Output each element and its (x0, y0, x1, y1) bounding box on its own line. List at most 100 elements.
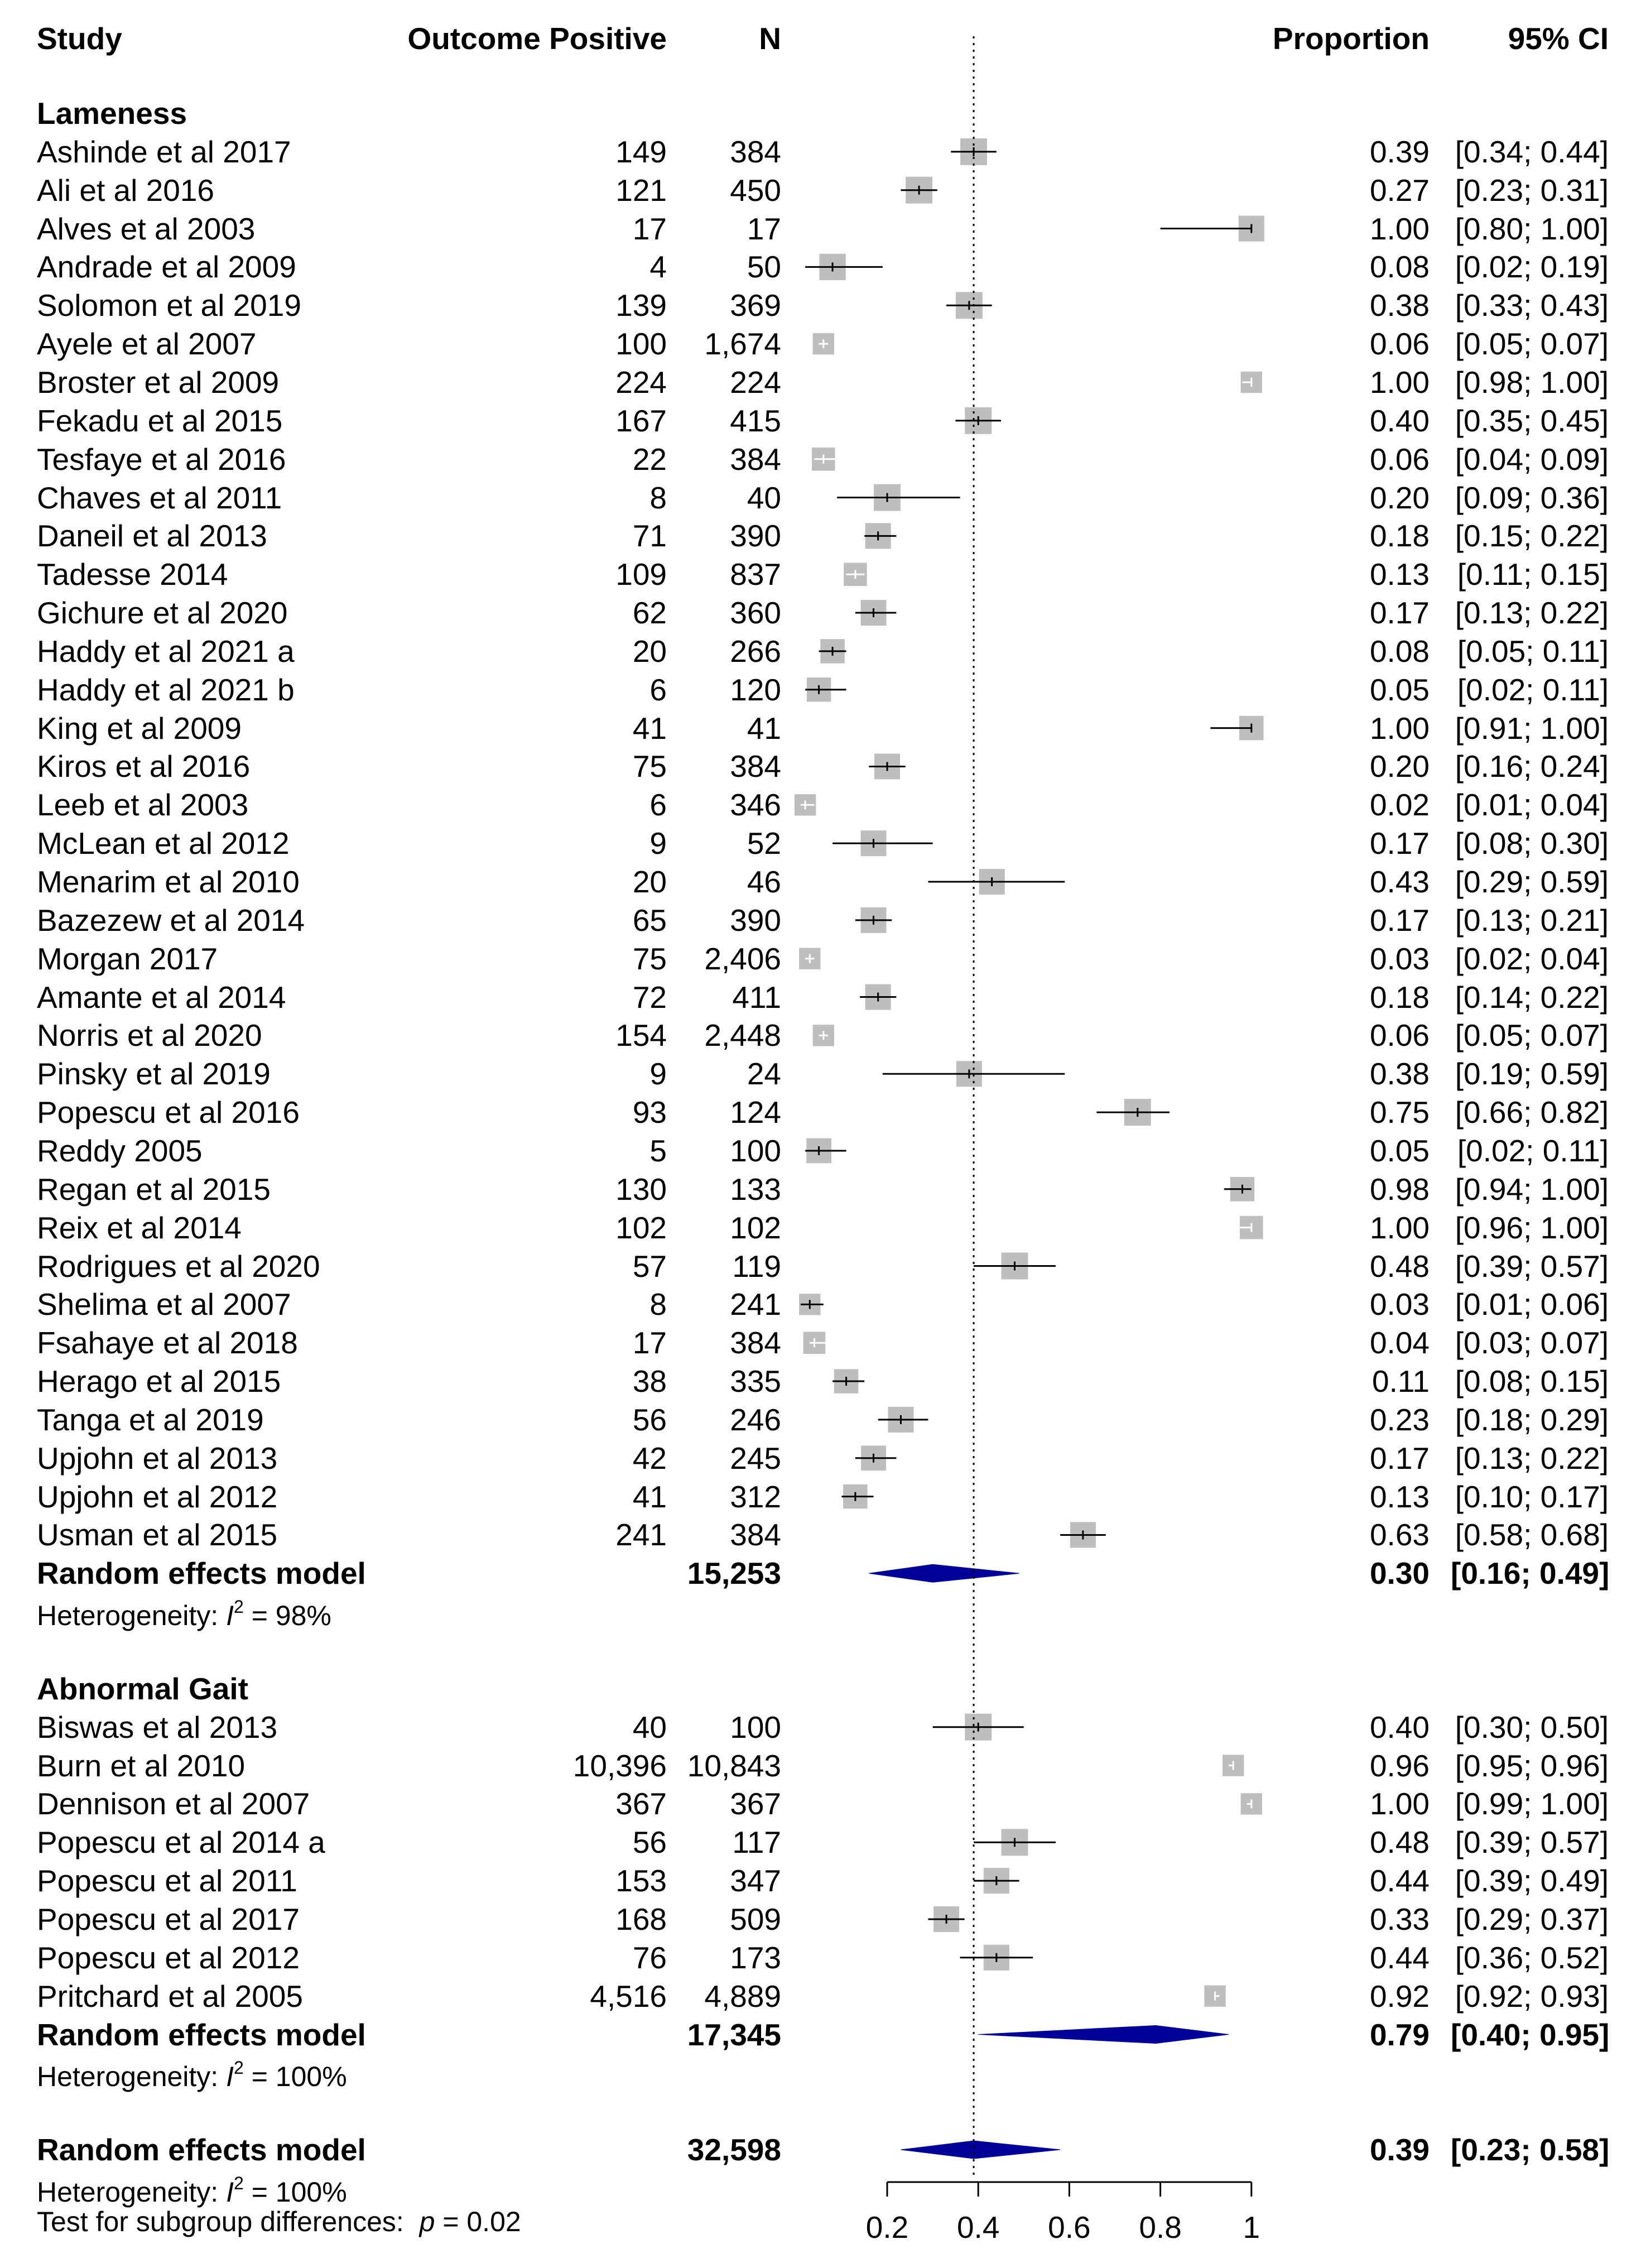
study-name: Andrade et al 2009 (37, 249, 296, 285)
study-name: Chaves et al 2011 (37, 480, 282, 515)
ci-value: [0.05; 0.11] (1457, 633, 1609, 669)
group-heterogeneity: Heterogeneity: I2 = 98% (37, 1597, 331, 1632)
ci-value: [0.02; 0.04] (1455, 941, 1609, 976)
outcome-positive-value: 65 (632, 902, 667, 938)
outcome-positive-value: 8 (649, 480, 667, 515)
group-summary-proportion: 0.79 (1369, 2017, 1430, 2052)
outcome-positive-value: 224 (615, 364, 667, 400)
ci-value: [0.33; 0.43] (1455, 288, 1609, 323)
study-name: Shelima et al 2007 (37, 1287, 291, 1322)
outcome-positive-value: 109 (615, 557, 667, 592)
outcome-positive-value: 75 (632, 941, 667, 976)
ci-value: [0.36; 0.52] (1455, 1940, 1609, 1975)
n-value: 133 (730, 1171, 781, 1207)
n-value: 384 (730, 1517, 781, 1553)
n-value: 390 (730, 902, 781, 938)
study-name: Upjohn et al 2012 (37, 1479, 278, 1514)
n-value: 312 (730, 1479, 781, 1514)
study-name: Solomon et al 2019 (37, 288, 301, 323)
outcome-positive-value: 241 (615, 1517, 667, 1553)
overall-heterogeneity: Heterogeneity: I2 = 100% (37, 2173, 347, 2208)
n-value: 509 (730, 1901, 781, 1937)
study-name: Popescu et al 2012 (37, 1940, 300, 1975)
outcome-positive-value: 149 (615, 134, 667, 169)
n-value: 4,889 (704, 1978, 781, 2014)
x-axis-tick-label: 0.6 (1048, 2210, 1090, 2245)
n-value: 2,448 (704, 1018, 781, 1053)
proportion-value: 0.02 (1369, 787, 1430, 823)
ci-value: [0.34; 0.44] (1455, 134, 1609, 169)
outcome-positive-value: 17 (632, 211, 667, 246)
study-name: Daneil et al 2013 (37, 518, 267, 554)
n-value: 450 (730, 172, 781, 208)
ci-value: [0.08; 0.15] (1455, 1364, 1609, 1399)
proportion-value: 0.17 (1369, 1440, 1430, 1476)
proportion-value: 0.20 (1369, 480, 1430, 515)
proportion-value: 0.48 (1369, 1248, 1430, 1284)
proportion-value: 0.08 (1369, 633, 1430, 669)
overall-summary-label: Random effects model (37, 2132, 366, 2168)
study-name: Dennison et al 2007 (37, 1786, 310, 1822)
proportion-value: 0.18 (1369, 518, 1430, 554)
study-name: Upjohn et al 2013 (37, 1440, 278, 1476)
ci-value: [0.02; 0.19] (1455, 249, 1609, 285)
study-name: Fekadu et al 2015 (37, 403, 283, 438)
outcome-positive-value: 22 (632, 441, 667, 477)
ci-value: [0.11; 0.15] (1457, 557, 1609, 592)
group-summary-ci: [0.16; 0.49] (1451, 1556, 1610, 1591)
proportion-value: 0.44 (1369, 1863, 1430, 1899)
outcome-positive-value: 6 (649, 672, 667, 707)
ci-value: [0.03; 0.07] (1455, 1325, 1609, 1361)
proportion-value: 0.17 (1369, 826, 1430, 861)
ci-value: [0.14; 0.22] (1455, 979, 1609, 1015)
study-name: Fsahaye et al 2018 (37, 1325, 298, 1361)
study-name: Morgan 2017 (37, 941, 218, 976)
proportion-value: 0.03 (1369, 941, 1430, 976)
outcome-positive-value: 20 (632, 864, 667, 899)
group-summary-diamond (869, 1564, 1019, 1583)
outcome-positive-value: 9 (649, 1056, 667, 1092)
study-name: Alves et al 2003 (37, 211, 256, 246)
proportion-value: 0.38 (1369, 1056, 1430, 1092)
outcome-positive-value: 121 (615, 172, 667, 208)
study-name: Ashinde et al 2017 (37, 134, 291, 169)
n-value: 1,674 (704, 326, 781, 362)
outcome-positive-value: 154 (615, 1018, 667, 1053)
group-title: Lameness (37, 96, 187, 131)
outcome-positive-value: 17 (632, 1325, 667, 1361)
outcome-positive-value: 57 (632, 1248, 667, 1284)
ci-value: [0.91; 1.00] (1455, 710, 1609, 746)
ci-value: [0.96; 1.00] (1455, 1210, 1609, 1245)
proportion-value: 0.05 (1369, 672, 1430, 707)
n-value: 40 (747, 480, 781, 515)
proportion-value: 1.00 (1369, 1210, 1430, 1245)
outcome-positive-value: 71 (632, 518, 667, 554)
outcome-positive-value: 62 (632, 595, 667, 631)
n-value: 100 (730, 1709, 781, 1745)
n-value: 384 (730, 1325, 781, 1361)
group-summary-ci: [0.40; 0.95] (1451, 2017, 1610, 2052)
ci-value: [0.29; 0.59] (1455, 864, 1609, 899)
study-name: Pritchard et al 2005 (37, 1978, 303, 2014)
n-value: 173 (730, 1940, 781, 1975)
n-value: 837 (730, 557, 781, 592)
study-name: Tesfaye et al 2016 (37, 441, 286, 477)
study-name: Gichure et al 2020 (37, 595, 288, 631)
outcome-positive-value: 40 (632, 1709, 667, 1745)
header-outcome-positive: Outcome Positive (407, 21, 667, 56)
ci-value: [0.02; 0.11] (1457, 1133, 1609, 1168)
study-name: Menarim et al 2010 (37, 864, 300, 899)
proportion-value: 0.18 (1369, 979, 1430, 1015)
outcome-positive-value: 139 (615, 288, 667, 323)
outcome-positive-value: 56 (632, 1825, 667, 1860)
n-value: 369 (730, 288, 781, 323)
study-name: Amante et al 2014 (37, 979, 286, 1015)
study-name: Popescu et al 2017 (37, 1901, 300, 1937)
n-value: 2,406 (704, 941, 781, 976)
proportion-value: 0.48 (1369, 1825, 1430, 1860)
outcome-positive-value: 42 (632, 1440, 667, 1476)
study-name: Popescu et al 2016 (37, 1095, 300, 1130)
proportion-value: 0.23 (1369, 1402, 1430, 1437)
outcome-positive-value: 167 (615, 403, 667, 438)
proportion-value: 0.03 (1369, 1287, 1430, 1322)
